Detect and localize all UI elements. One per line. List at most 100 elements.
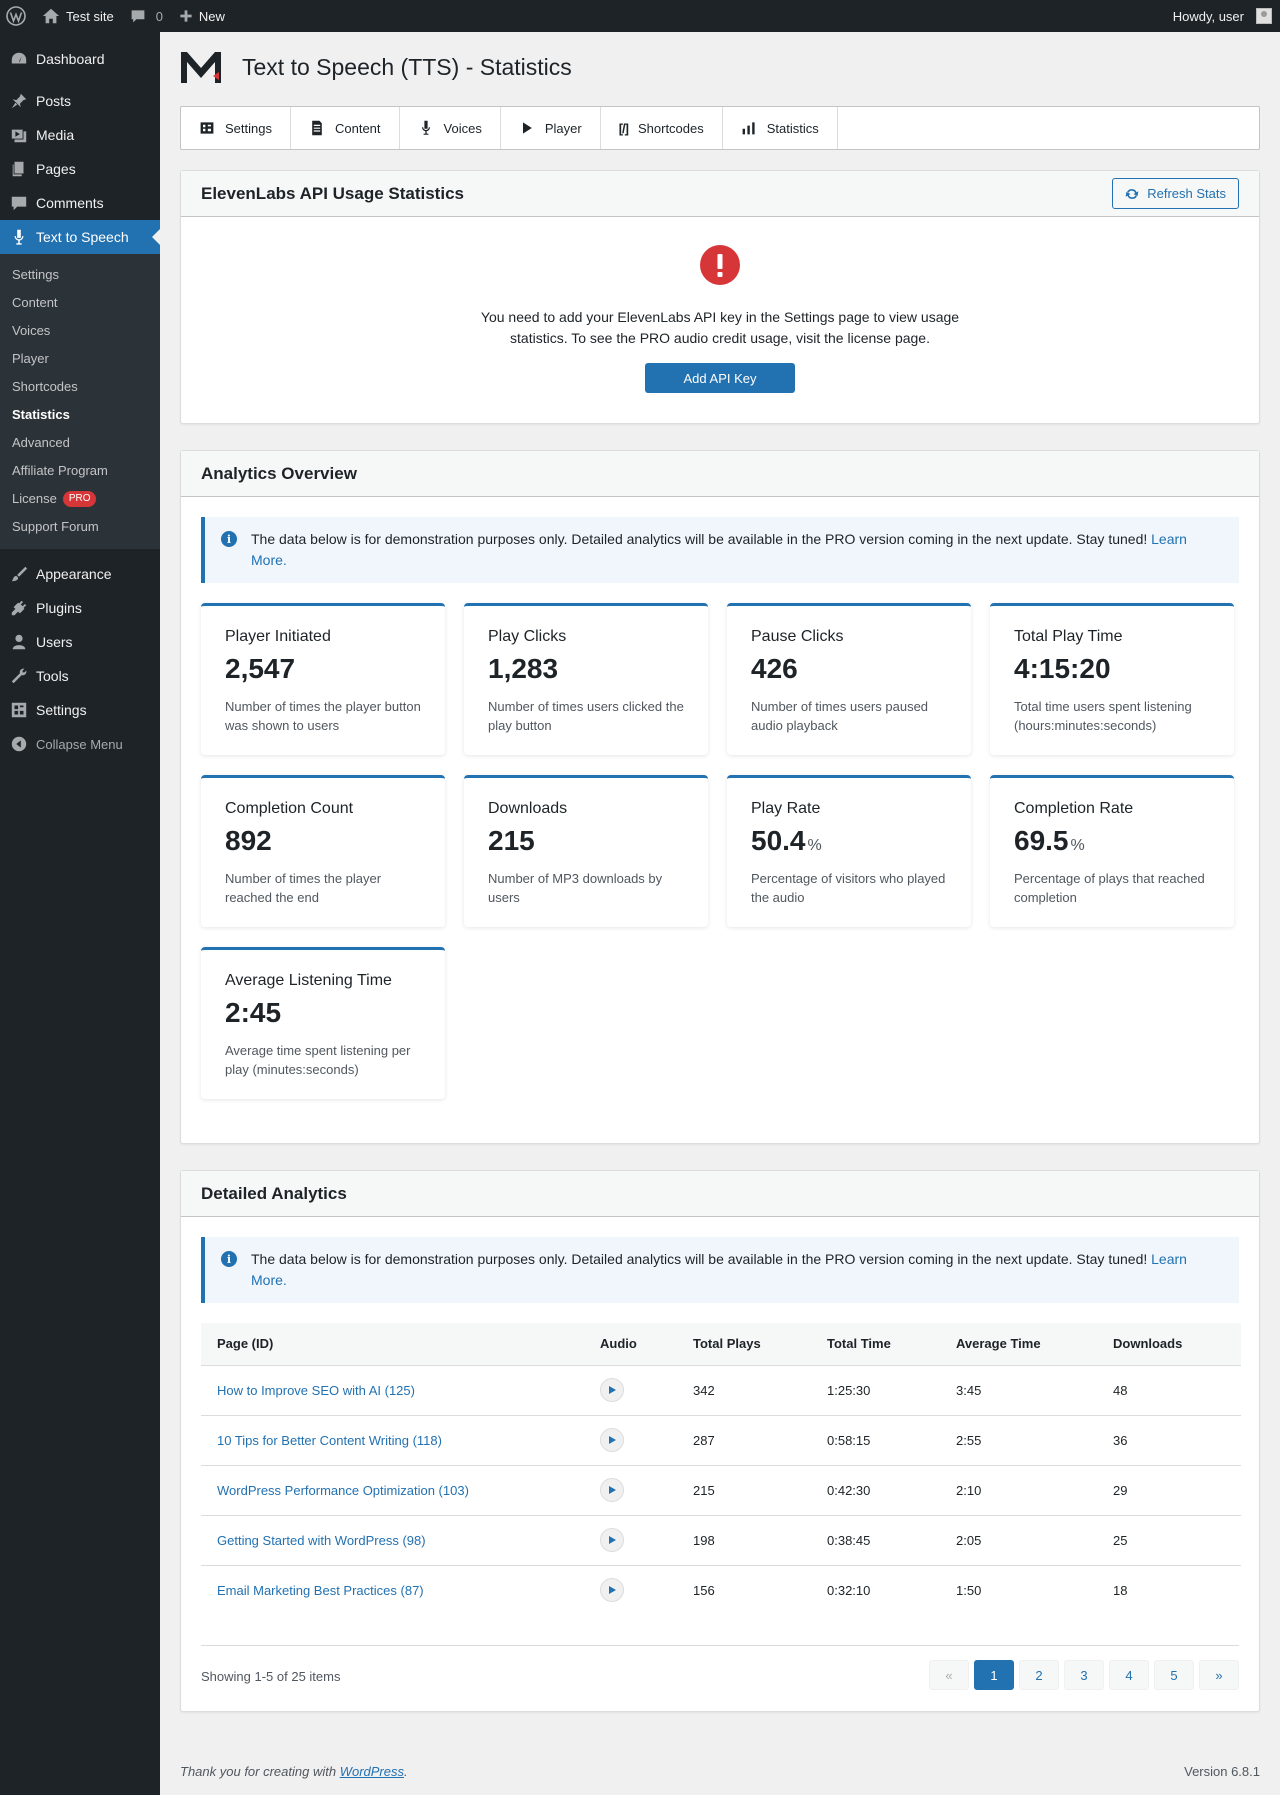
my-account[interactable]: Howdy, user	[1165, 0, 1280, 32]
downloads-cell: 36	[1097, 1415, 1241, 1466]
stat-card-total-play-time: Total Play Time 4:15:20 Total time users…	[990, 603, 1234, 755]
submenu-item-voices[interactable]: Voices	[0, 317, 160, 345]
stat-number: 1,283	[488, 653, 559, 684]
showing-count: Showing 1-5 of 25 items	[201, 1669, 341, 1684]
submenu-item-shortcodes[interactable]: Shortcodes	[0, 373, 160, 401]
notice-text-wrap: The data below is for demonstration purp…	[251, 529, 1223, 571]
tab-statistics[interactable]: Statistics	[723, 107, 838, 149]
card-header: Analytics Overview	[181, 451, 1259, 497]
pagination-page-3[interactable]: 3	[1064, 1660, 1104, 1690]
submenu-item-statistics[interactable]: Statistics	[0, 401, 160, 429]
total-time-cell: 0:32:10	[827, 1582, 871, 1598]
play-audio-button[interactable]	[600, 1578, 624, 1603]
downloads-cell: 48	[1097, 1365, 1241, 1416]
menu-item-settings[interactable]: Settings	[0, 693, 160, 727]
menu-item-pages[interactable]: Pages	[0, 152, 160, 186]
column-header-page[interactable]: Page (ID)	[201, 1323, 584, 1366]
page-link[interactable]: How to Improve SEO with AI (125)	[217, 1382, 415, 1398]
play-audio-button[interactable]	[600, 1378, 624, 1402]
pro-badge: PRO	[62, 491, 97, 507]
tab-content[interactable]: Content	[291, 107, 400, 149]
play-audio-button[interactable]	[600, 1528, 624, 1552]
submenu-item-player[interactable]: Player	[0, 345, 160, 373]
menu-item-comments[interactable]: Comments	[0, 186, 160, 220]
page-link[interactable]: WordPress Performance Optimization (103)	[217, 1482, 469, 1498]
pagination-page-2[interactable]: 2	[1019, 1660, 1059, 1690]
column-header-average-time[interactable]: Average Time	[940, 1323, 1097, 1366]
media-icon	[11, 129, 27, 143]
pagination-page-5[interactable]: 5	[1154, 1660, 1194, 1690]
submenu-item-affiliate[interactable]: Affiliate Program	[0, 457, 160, 485]
refresh-stats-button[interactable]: Refresh Stats	[1112, 178, 1239, 209]
tab-settings[interactable]: Settings	[181, 107, 291, 149]
menu-item-appearance[interactable]: Appearance	[0, 557, 160, 591]
dashboard-icon	[11, 52, 27, 64]
column-header-total-time[interactable]: Total Time	[811, 1323, 940, 1366]
comment-icon	[131, 10, 145, 23]
tab-player[interactable]: Player	[501, 107, 601, 149]
menu-item-plugins[interactable]: Plugins	[0, 591, 160, 625]
home-icon	[42, 8, 60, 24]
play-audio-button[interactable]	[600, 1428, 624, 1452]
page-link[interactable]: Getting Started with WordPress (98)	[217, 1532, 426, 1548]
menu-item-users[interactable]: Users	[0, 625, 160, 659]
average-time-cell: 2:10	[940, 1465, 1097, 1516]
submenu-item-settings[interactable]: Settings	[0, 261, 160, 289]
pagination-page-1[interactable]: 1	[974, 1660, 1014, 1690]
menu-label: Tools	[36, 668, 69, 684]
menu-item-dashboard[interactable]: Dashboard	[0, 42, 160, 76]
pin-icon	[11, 93, 27, 109]
downloads-cell: 29	[1097, 1465, 1241, 1516]
tab-voices[interactable]: Voices	[400, 107, 501, 149]
submenu-label: Affiliate Program	[12, 463, 108, 478]
pagination-prev[interactable]: «	[929, 1660, 969, 1690]
stat-unit: %	[807, 837, 822, 854]
plugin-icon	[11, 600, 27, 616]
menu-item-tools[interactable]: Tools	[0, 659, 160, 693]
menu-item-media[interactable]: Media	[0, 118, 160, 152]
average-time-cell: 2:05	[940, 1515, 1097, 1566]
play-icon	[609, 1436, 616, 1444]
stat-card-completion-rate: Completion Rate 69.5% Percentage of play…	[990, 775, 1234, 927]
site-name-link[interactable]: Test site	[34, 0, 122, 32]
submenu-item-license[interactable]: License PRO	[0, 485, 160, 513]
learn-more-link[interactable]: Learn More.	[251, 531, 1187, 568]
wordpress-link[interactable]: WordPress	[339, 1764, 404, 1779]
page-link[interactable]: 10 Tips for Better Content Writing (118)	[217, 1432, 442, 1448]
submenu-label: Advanced	[12, 435, 70, 450]
collapse-menu-button[interactable]: Collapse Menu	[0, 727, 160, 761]
menu-label: Settings	[36, 702, 87, 718]
column-header-total-plays[interactable]: Total Plays	[677, 1323, 811, 1366]
add-api-key-button[interactable]: Add API Key	[645, 363, 795, 393]
new-label: New	[198, 8, 225, 24]
plugin-logo-icon	[181, 52, 221, 83]
tab-label: Player	[544, 120, 582, 136]
learn-more-link[interactable]: Learn More.	[251, 1251, 1187, 1288]
comments-link[interactable]: 0	[122, 0, 171, 32]
menu-item-text-to-speech[interactable]: Text to Speech	[0, 220, 160, 254]
submenu-label: Settings	[12, 267, 59, 282]
wordpress-logo-icon[interactable]	[0, 0, 34, 32]
stat-card-play-clicks: Play Clicks 1,283 Number of times users …	[464, 603, 708, 755]
pagination-next[interactable]: »	[1199, 1660, 1239, 1690]
demo-notice: i The data below is for demonstration pu…	[201, 1237, 1239, 1303]
pagination-page-4[interactable]: 4	[1109, 1660, 1149, 1690]
stat-card-average-listening-time: Average Listening Time 2:45 Average time…	[201, 947, 445, 1099]
menu-item-posts[interactable]: Posts	[0, 84, 160, 118]
play-audio-button[interactable]	[600, 1478, 624, 1502]
stat-description: Number of times the player reached the e…	[225, 871, 382, 905]
play-icon	[609, 1586, 616, 1595]
submenu-label: Player	[12, 351, 49, 366]
submenu-item-content[interactable]: Content	[0, 289, 160, 317]
avatar	[1256, 8, 1272, 24]
page-link[interactable]: Email Marketing Best Practices (87)	[217, 1582, 424, 1598]
tab-shortcodes[interactable]: [/] Shortcodes	[601, 107, 723, 149]
column-header-downloads[interactable]: Downloads	[1097, 1323, 1241, 1366]
stat-number: 2,547	[225, 653, 296, 684]
submenu-item-advanced[interactable]: Advanced	[0, 429, 160, 457]
stat-description: Number of times users clicked the play b…	[488, 699, 684, 733]
stat-label: Pause Clicks	[751, 628, 844, 645]
submenu-item-support[interactable]: Support Forum	[0, 513, 160, 541]
new-content-link[interactable]: New	[171, 0, 233, 32]
average-time-cell: 2:55	[940, 1415, 1097, 1466]
